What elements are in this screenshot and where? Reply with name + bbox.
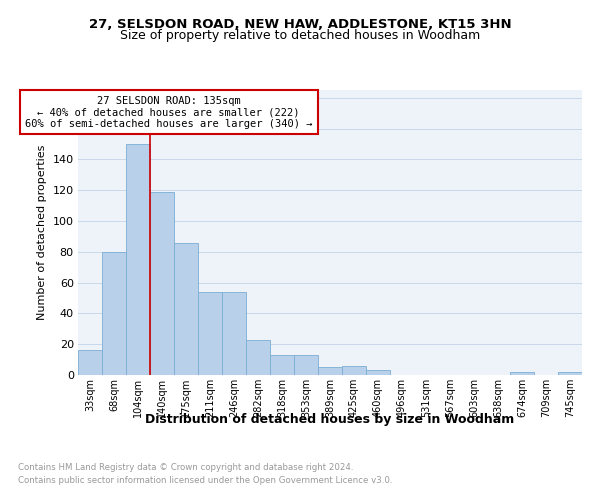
Text: Contains public sector information licensed under the Open Government Licence v3: Contains public sector information licen… <box>18 476 392 485</box>
Bar <box>102 252 126 375</box>
Bar <box>222 292 246 375</box>
Bar <box>198 292 222 375</box>
Bar <box>342 366 366 375</box>
Text: 27, SELSDON ROAD, NEW HAW, ADDLESTONE, KT15 3HN: 27, SELSDON ROAD, NEW HAW, ADDLESTONE, K… <box>89 18 511 30</box>
Text: Size of property relative to detached houses in Woodham: Size of property relative to detached ho… <box>120 29 480 42</box>
Bar <box>78 350 102 375</box>
Bar <box>558 372 582 375</box>
Text: Distribution of detached houses by size in Woodham: Distribution of detached houses by size … <box>145 412 515 426</box>
Bar <box>150 192 174 375</box>
Bar <box>318 368 342 375</box>
Bar <box>294 355 318 375</box>
Bar <box>270 355 294 375</box>
Bar <box>366 370 390 375</box>
Bar <box>174 242 198 375</box>
Text: Contains HM Land Registry data © Crown copyright and database right 2024.: Contains HM Land Registry data © Crown c… <box>18 462 353 471</box>
Bar <box>246 340 270 375</box>
Bar <box>510 372 534 375</box>
Bar <box>126 144 150 375</box>
Text: 27 SELSDON ROAD: 135sqm
← 40% of detached houses are smaller (222)
60% of semi-d: 27 SELSDON ROAD: 135sqm ← 40% of detache… <box>25 96 313 129</box>
Y-axis label: Number of detached properties: Number of detached properties <box>37 145 47 320</box>
